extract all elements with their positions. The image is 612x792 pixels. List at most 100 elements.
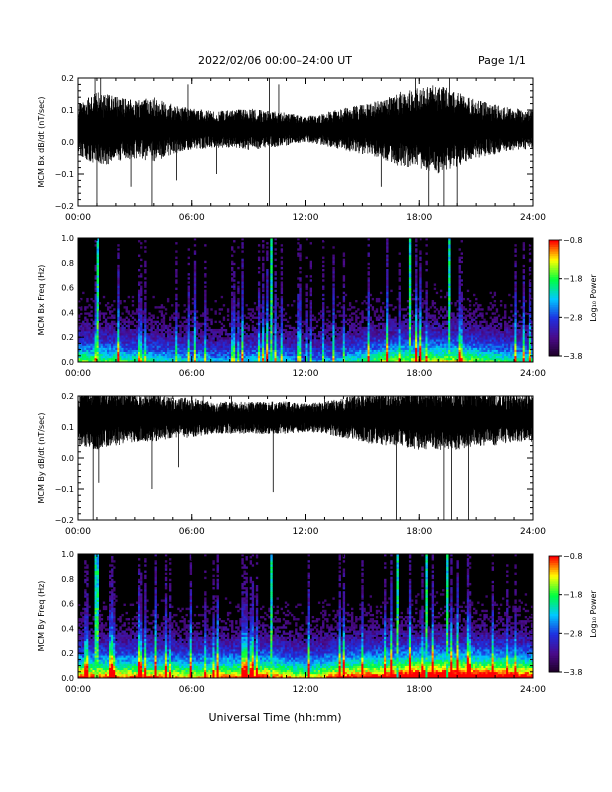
spectrogram-cell <box>228 355 232 359</box>
spectrogram-cell <box>288 351 292 355</box>
spectrogram-cell <box>193 297 197 301</box>
spectrogram-cell <box>140 273 143 276</box>
spectrogram-cell <box>410 359 414 363</box>
spectrogram-cell <box>206 349 209 352</box>
spectrogram-cell <box>315 324 319 328</box>
spectrogram-cell <box>307 349 310 352</box>
spectrogram-cell <box>144 302 147 305</box>
spectrogram-cell <box>92 341 95 344</box>
spectrogram-cell <box>415 353 418 357</box>
spectrogram-cell <box>448 281 451 284</box>
spectrogram-cell <box>257 349 261 352</box>
spectrogram-cell <box>251 341 255 344</box>
spectrogram-cell <box>137 355 141 359</box>
spectrogram-cell <box>276 297 279 301</box>
spectrogram-cell <box>173 333 176 336</box>
spectrogram-cell <box>247 335 250 338</box>
spectrogram-cell <box>245 335 248 338</box>
spectrogram-cell <box>90 337 93 340</box>
spectrogram-cell <box>208 333 211 336</box>
spectrogram-cell <box>214 341 217 344</box>
spectrogram-cell <box>206 359 209 363</box>
spectrogram-cell <box>233 240 236 243</box>
spectrogram-cell <box>342 331 346 334</box>
spectrogram-cell <box>195 341 199 344</box>
spectrogram-cell <box>125 355 128 359</box>
spectrogram-cell <box>291 343 294 346</box>
spectrogram-cell <box>305 347 308 350</box>
spectrogram-cell <box>402 339 406 342</box>
spectrogram-cell <box>408 331 412 334</box>
spectrogram-cell <box>439 353 443 357</box>
spectrogram-cell <box>322 351 325 355</box>
spectrogram-cell <box>402 333 406 336</box>
spectrogram-cell <box>307 347 310 350</box>
spectrogram-cell <box>183 320 186 324</box>
spectrogram-cell <box>386 328 389 332</box>
spectrogram-cell <box>144 310 147 313</box>
spectrogram-cell <box>233 283 236 286</box>
spectrogram-cell <box>408 289 412 293</box>
spectrogram-cell <box>152 355 155 359</box>
spectrogram-cell <box>278 337 281 340</box>
spectrogram-cell <box>166 359 170 363</box>
spectrogram-cell <box>415 275 418 278</box>
spectrogram-cell <box>78 335 81 338</box>
spectrogram-cell <box>359 345 362 348</box>
spectrogram-cell <box>464 357 468 361</box>
spectrogram-cell <box>241 337 244 340</box>
spectrogram-cell <box>235 339 238 342</box>
spectrogram-cell <box>448 254 451 257</box>
spectrogram-cell <box>202 339 205 342</box>
spectrogram-cell <box>137 281 141 284</box>
spectrogram-cell <box>340 343 344 346</box>
spectrogram-cell <box>313 357 317 361</box>
spectrogram-cell <box>193 250 197 253</box>
spectrogram-cell <box>439 357 443 361</box>
spectrogram-cell <box>233 285 236 288</box>
spectrogram-cell <box>150 320 153 324</box>
spectrogram-cell <box>146 351 149 355</box>
spectrogram-cell <box>338 341 341 344</box>
spectrogram-cell <box>222 359 226 363</box>
spectrogram-cell <box>454 337 457 340</box>
spectrogram-cell <box>369 335 372 338</box>
spectrogram-cell <box>274 306 277 309</box>
spectrogram-cell <box>270 291 273 295</box>
spectrogram-cell <box>102 295 106 299</box>
spectrogram-cell <box>386 312 389 315</box>
spectrogram-cell <box>446 345 449 348</box>
spectrogram-cell <box>131 328 135 332</box>
spectrogram-cell <box>280 306 284 309</box>
spectrogram-cell <box>382 347 385 350</box>
spectrogram-cell <box>415 287 418 290</box>
spectrogram-cell <box>396 357 399 361</box>
spectrogram-cell <box>390 339 393 342</box>
spectrogram-cell <box>392 349 395 352</box>
spectrogram-cell <box>262 333 265 336</box>
spectrogram-cell <box>276 331 279 334</box>
spectrogram-cell <box>233 314 236 317</box>
spectrogram-cell <box>179 337 182 340</box>
spectrogram-cell <box>253 347 257 350</box>
spectrogram-cell <box>446 339 449 342</box>
spectrogram-cell <box>458 297 461 301</box>
spectrogram-cell <box>431 326 435 330</box>
spectrogram-cell <box>415 254 418 257</box>
spectrogram-cell <box>303 351 306 355</box>
spectrogram-cell <box>262 279 265 282</box>
spectrogram-cell <box>241 283 244 286</box>
spectrogram-cell <box>111 341 114 344</box>
spectrogram-cell <box>109 337 112 340</box>
spectrogram-cell <box>160 359 164 363</box>
spectrogram-cell <box>332 308 335 311</box>
spectrogram-cell <box>270 287 273 290</box>
spectrogram-cell <box>450 328 453 332</box>
spectrogram-cell <box>415 279 418 282</box>
spectrogram-cell <box>365 341 368 344</box>
spectrogram-cell <box>92 349 95 352</box>
spectrogram-cell <box>257 310 261 313</box>
spectrogram-cell <box>301 349 304 352</box>
spectrogram-cell <box>415 297 418 301</box>
spectrogram-cell <box>396 343 399 346</box>
